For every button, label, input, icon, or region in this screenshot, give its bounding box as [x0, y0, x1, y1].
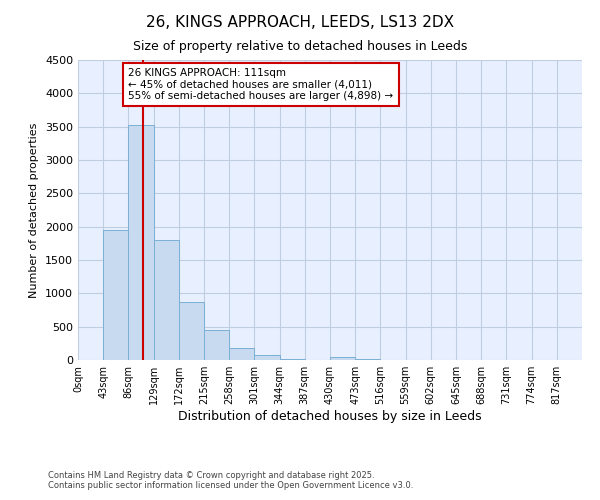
Bar [204, 330, 229, 360]
Bar [128, 126, 154, 360]
Bar [229, 348, 254, 360]
Bar [254, 354, 280, 360]
X-axis label: Distribution of detached houses by size in Leeds: Distribution of detached houses by size … [178, 410, 482, 423]
Bar [103, 230, 128, 360]
Bar [280, 358, 305, 360]
Bar [330, 358, 355, 360]
Text: Contains HM Land Registry data © Crown copyright and database right 2025.
Contai: Contains HM Land Registry data © Crown c… [48, 470, 413, 490]
Bar [154, 240, 179, 360]
Text: 26, KINGS APPROACH, LEEDS, LS13 2DX: 26, KINGS APPROACH, LEEDS, LS13 2DX [146, 15, 454, 30]
Text: Size of property relative to detached houses in Leeds: Size of property relative to detached ho… [133, 40, 467, 53]
Text: 26 KINGS APPROACH: 111sqm
← 45% of detached houses are smaller (4,011)
55% of se: 26 KINGS APPROACH: 111sqm ← 45% of detac… [128, 68, 394, 101]
Y-axis label: Number of detached properties: Number of detached properties [29, 122, 40, 298]
Bar [179, 302, 204, 360]
